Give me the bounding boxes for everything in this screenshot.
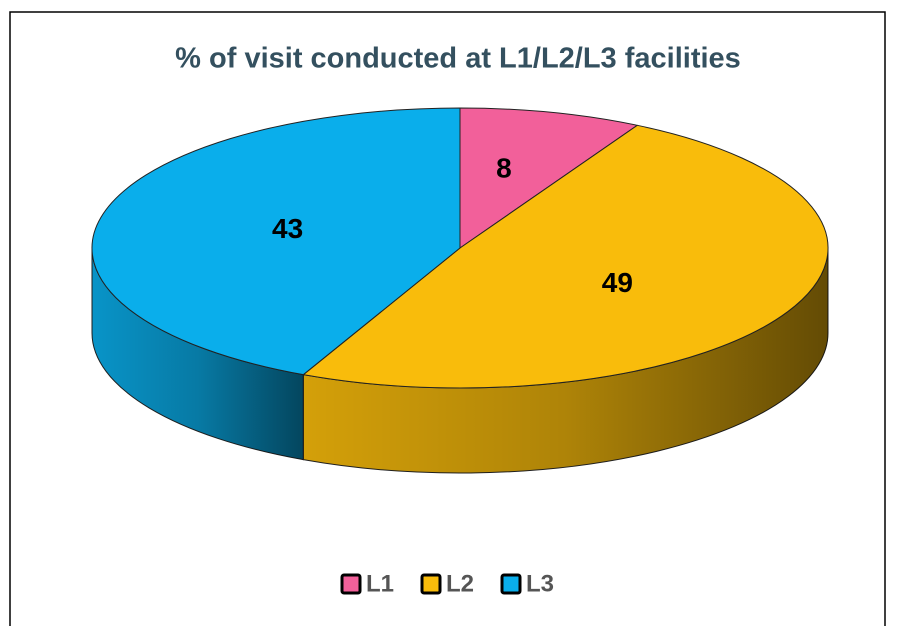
chart-title: % of visit conducted at L1/L2/L3 facilit… xyxy=(175,43,741,75)
legend-label: L2 xyxy=(446,570,474,597)
data-label: 49 xyxy=(602,267,633,298)
slice-side-shade xyxy=(303,248,828,473)
slice xyxy=(302,124,829,389)
slice xyxy=(459,107,639,249)
legend-swatch xyxy=(500,573,522,595)
legend: L1 L2 L3 xyxy=(340,570,554,597)
legend-swatch xyxy=(340,573,362,595)
data-label: 8 xyxy=(496,152,512,183)
legend-swatch xyxy=(420,573,442,595)
slice xyxy=(91,107,461,376)
legend-label: L1 xyxy=(366,570,394,597)
slice-side-shade xyxy=(92,248,304,460)
chart-border xyxy=(9,11,886,626)
legend-label: L3 xyxy=(526,570,554,597)
data-label: 43 xyxy=(272,213,303,244)
pie: 8 49 43 xyxy=(91,107,829,474)
